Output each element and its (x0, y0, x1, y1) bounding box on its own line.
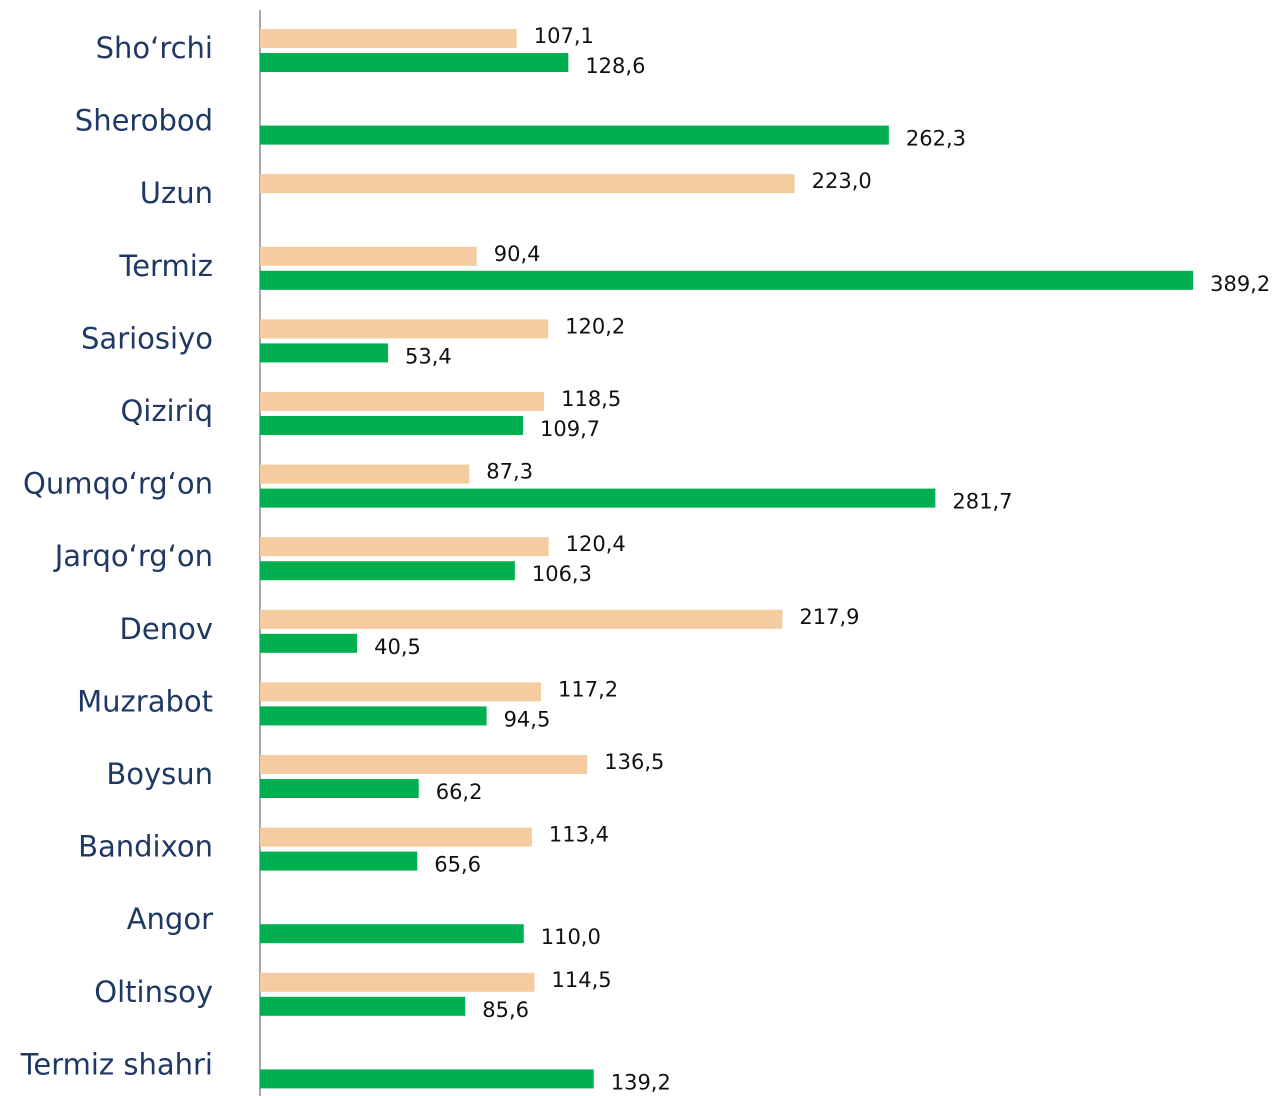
category-label: Boysun (106, 757, 213, 791)
value-label: 109,7 (540, 417, 600, 441)
bar (260, 53, 569, 72)
bar (260, 319, 549, 339)
bar (260, 392, 545, 411)
bar (260, 246, 477, 266)
category-label: Sherobod (75, 104, 213, 138)
category-label: Bandixon (78, 830, 213, 864)
value-label: 106,3 (532, 562, 592, 586)
value-label: 136,5 (604, 750, 664, 774)
value-label: 66,2 (436, 780, 483, 804)
value-label: 40,5 (374, 635, 421, 659)
value-label: 107,1 (534, 24, 594, 48)
value-label: 120,4 (566, 532, 626, 556)
value-label: 113,4 (549, 823, 609, 847)
bar (260, 416, 524, 435)
value-label: 110,0 (541, 925, 601, 949)
category-label: Uzun (140, 176, 213, 210)
bar (260, 633, 358, 653)
bar (260, 125, 889, 145)
bar (260, 537, 549, 557)
bar (260, 488, 936, 508)
value-label: 65,6 (434, 853, 481, 877)
value-label: 120,2 (565, 314, 625, 338)
category-label: Qiziriq (120, 394, 213, 428)
bar (260, 706, 487, 726)
bar (260, 174, 795, 194)
value-label: 217,9 (799, 605, 859, 629)
category-label: Sariosiyo (81, 321, 213, 355)
category-label: Angor (127, 902, 213, 936)
bar (260, 924, 524, 944)
bar (260, 270, 1194, 290)
value-label: 281,7 (952, 490, 1012, 514)
bar (260, 1069, 594, 1089)
value-label: 139,2 (611, 1070, 671, 1094)
bar (260, 851, 418, 871)
value-label: 389,2 (1210, 272, 1270, 296)
value-label: 114,5 (552, 968, 612, 992)
value-label: 85,6 (482, 998, 529, 1022)
value-label: 117,2 (558, 677, 618, 701)
bar (260, 343, 389, 363)
category-label: Jarqo‘rg‘on (53, 539, 213, 573)
value-label: 128,6 (585, 54, 645, 78)
value-label: 262,3 (906, 127, 966, 151)
category-label: Termiz (118, 249, 213, 283)
bar (260, 827, 532, 847)
category-label: Sho‘rchi (96, 31, 213, 65)
category-label: Termiz shahri (20, 1047, 213, 1081)
bar (260, 972, 535, 992)
value-label: 118,5 (561, 387, 621, 411)
value-label: 87,3 (486, 460, 533, 484)
value-label: 94,5 (504, 707, 551, 731)
value-label: 53,4 (405, 344, 452, 368)
category-label: Qumqo‘rg‘on (23, 467, 213, 501)
bar (260, 682, 541, 702)
value-label: 90,4 (494, 242, 541, 266)
bar (260, 996, 466, 1016)
value-label: 223,0 (812, 169, 872, 193)
category-label: Denov (120, 612, 213, 646)
category-label: Oltinsoy (94, 975, 213, 1009)
bar (260, 29, 517, 48)
bar (260, 561, 515, 581)
bar (260, 609, 783, 629)
bar (260, 779, 419, 798)
category-label: Muzrabot (77, 684, 213, 718)
bar (260, 464, 470, 484)
bar (260, 755, 588, 774)
